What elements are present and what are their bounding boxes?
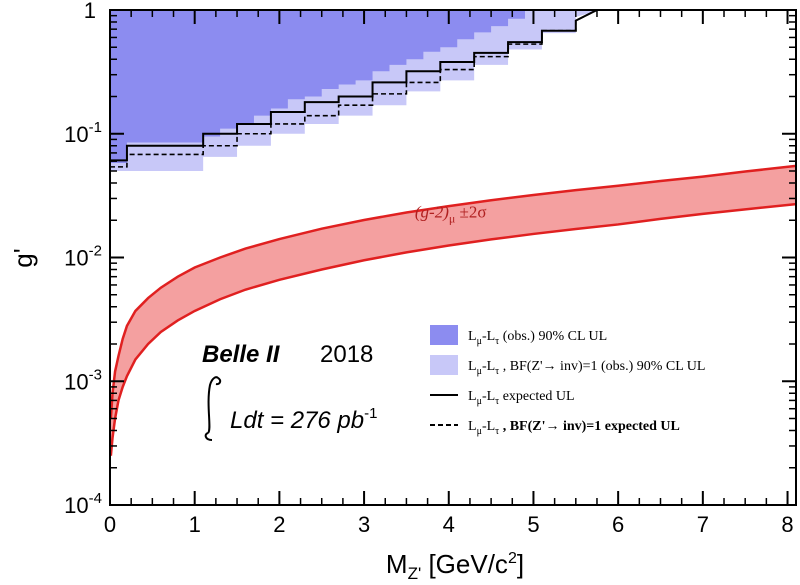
g2-band-lower-edge (110, 202, 796, 456)
legend-label: Lμ-Lτ , BF(Z'→ inv)=1 expected UL (468, 419, 680, 437)
legend-label: Lμ-Lτ , BF(Z'→ inv)=1 (obs.) 90% CL UL (468, 359, 705, 377)
x-tick-label: 8 (781, 512, 793, 537)
x-tick-label: 0 (104, 512, 116, 537)
legend-label: Lμ-Lτ expected UL (468, 389, 575, 407)
integral-sign (204, 376, 222, 441)
legend-swatch-fill (430, 325, 458, 345)
exclusion-fill-obs (110, 10, 542, 164)
x-tick-label: 6 (612, 512, 624, 537)
y-axis-label: g' (8, 248, 38, 267)
exclusion-fills (110, 10, 602, 172)
y-tick-label: 10-1 (64, 119, 102, 147)
g2-band-fill (110, 165, 796, 456)
g2-band (110, 164, 796, 456)
x-tick-label: 4 (443, 512, 455, 537)
experiment-name: Belle II (202, 341, 281, 368)
x-tick-label: 5 (527, 512, 539, 537)
expected-ul-bf-inv-line (110, 10, 598, 168)
y-tick-label: 10-2 (64, 243, 102, 271)
g2-band-upper-edge (110, 164, 796, 419)
legend: Lμ-Lτ (obs.) 90% CL UL Lμ-Lτ , BF(Z'→ inv… (430, 325, 705, 437)
legend-label: Lμ-Lτ (obs.) 90% CL UL (468, 329, 607, 347)
y-tick-label: 1 (84, 0, 96, 23)
x-tick-label: 2 (273, 512, 285, 537)
legend-swatch-fill (430, 355, 458, 375)
experiment-year: 2018 (320, 341, 373, 368)
expected-lines (110, 10, 598, 168)
x-tick-label: 3 (358, 512, 370, 537)
luminosity-text: Ldt = 276 pb-1 (230, 405, 377, 434)
expected-ul-line (110, 10, 598, 162)
axis-ticks: 0 1 2 3 4 5 6 7 8 1 10-1 10-2 10-3 10-4 (64, 0, 796, 537)
x-tick-label: 7 (697, 512, 709, 537)
g2-band-label: (g-2)μ ±2σ (415, 203, 487, 226)
y-tick-label: 10-3 (64, 366, 102, 394)
x-tick-label: 1 (189, 512, 201, 537)
x-axis-label: MZ' [GeV/c2] (386, 549, 524, 583)
y-tick-label: 10-4 (64, 490, 102, 518)
